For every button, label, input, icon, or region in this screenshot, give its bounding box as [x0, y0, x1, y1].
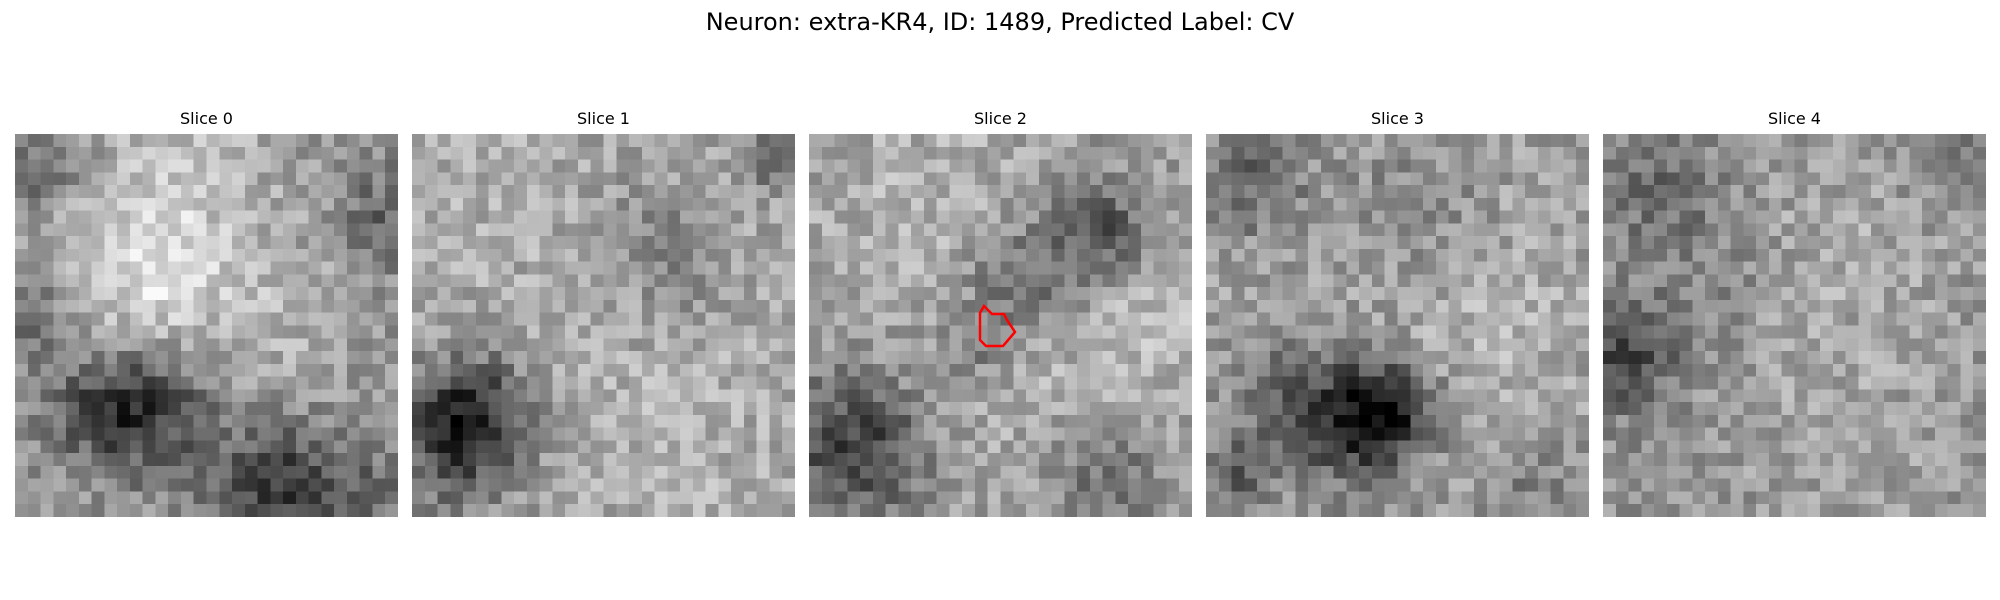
- slice-image: [1603, 134, 1986, 517]
- slice-title: Slice 3: [1371, 109, 1424, 128]
- slice-title: Slice 2: [974, 109, 1027, 128]
- slice-image: [1206, 134, 1589, 517]
- roi-contour: [978, 303, 1017, 348]
- slice-title: Slice 1: [577, 109, 630, 128]
- slice-image: [809, 134, 1192, 517]
- slice-title: Slice 4: [1768, 109, 1821, 128]
- roi-overlay: [978, 303, 1017, 348]
- slice-title: Slice 0: [180, 109, 233, 128]
- figure-title: Neuron: extra-KR4, ID: 1489, Predicted L…: [705, 8, 1295, 36]
- slice-image: [412, 134, 795, 517]
- slice-image: [15, 134, 398, 517]
